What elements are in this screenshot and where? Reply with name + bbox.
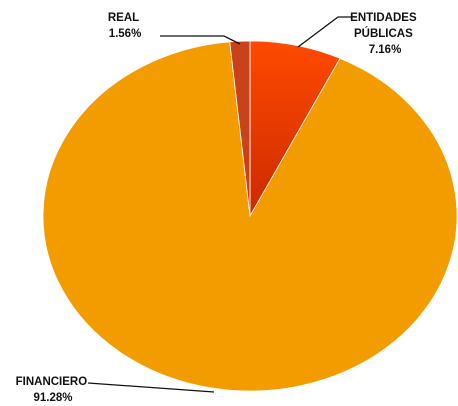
slice-label-financiero: FINANCIERO 91.28% (16, 376, 91, 404)
leader-line-real (160, 35, 241, 45)
slice-label-real: REAL 1.56% (108, 12, 142, 40)
pie-slice-financiero (42, 41, 458, 392)
leader-line-entidades-publicas (297, 16, 357, 48)
slice-label-financiero-name: FINANCIERO (16, 376, 88, 388)
slice-value-financiero: 91.28% (33, 392, 72, 404)
slice-label-real-name: REAL (108, 12, 139, 24)
pie-slice-real (229, 40, 251, 217)
pie-slices (42, 40, 458, 392)
leader-line-financiero (87, 382, 215, 393)
slice-label-entidades-line-2: PÚBLICAS (354, 27, 413, 40)
leader-lines (87, 16, 357, 393)
slice-value-entidades-publicas: 7.16% (369, 44, 402, 56)
slice-value-real: 1.56% (109, 28, 142, 40)
slice-label-entidades-line-1: ENTIDADES (350, 12, 417, 24)
slice-label-entidades-publicas: ENTIDADES PÚBLICAS 7.16% (350, 12, 420, 56)
